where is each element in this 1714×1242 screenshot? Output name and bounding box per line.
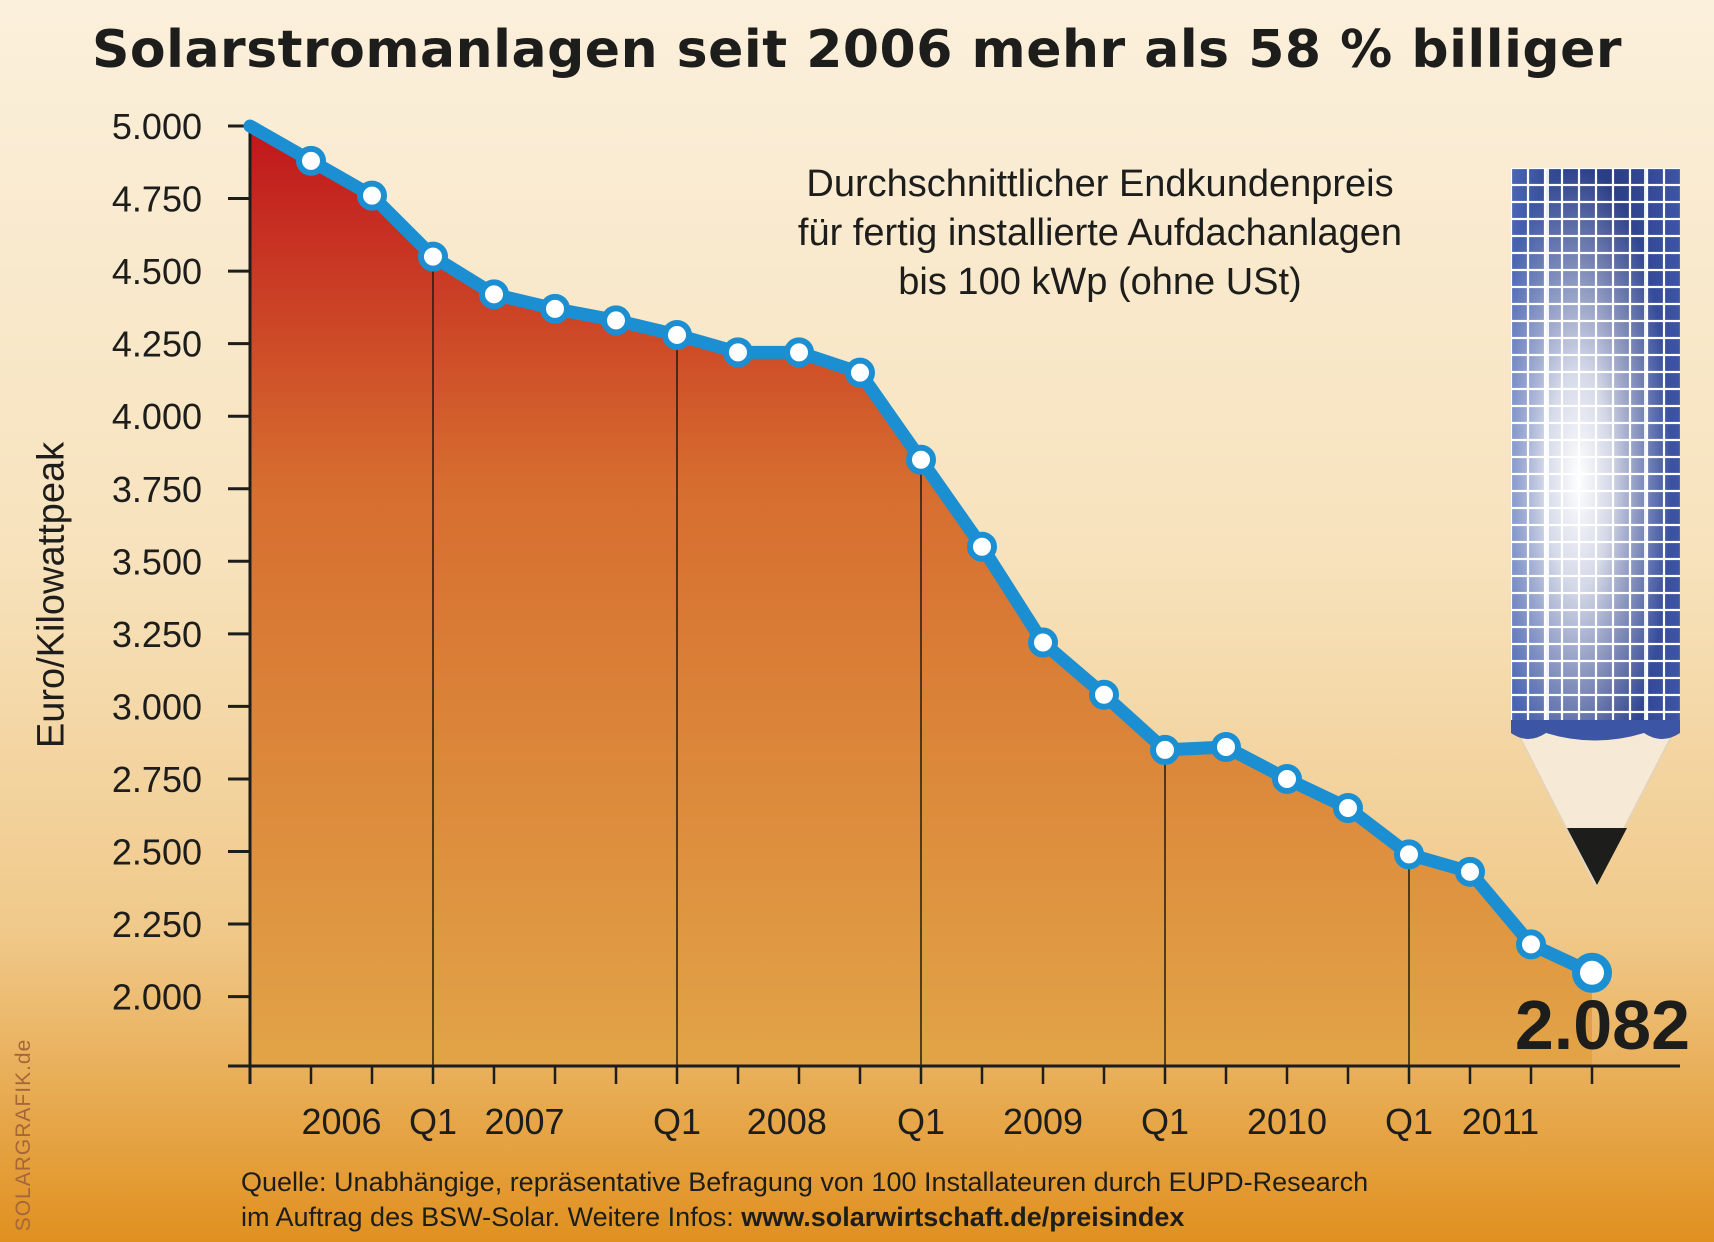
data-point — [296, 145, 326, 176]
chart-subtitle: Durchschnittlicher Endkundenpreis für fe… — [700, 160, 1500, 307]
data-point — [784, 337, 814, 368]
data-point — [906, 444, 936, 475]
quarter-markers — [432, 256, 1410, 1066]
x-tick-label: 2010 — [1247, 1101, 1327, 1142]
x-tick-label: Q1 — [1385, 1101, 1433, 1142]
data-point — [1394, 839, 1424, 870]
source-line-1: Quelle: Unabhängige, repräsentative Befr… — [241, 1167, 1369, 1197]
subtitle-line: bis 100 kWp (ohne USt) — [898, 261, 1302, 303]
data-point — [1572, 952, 1612, 993]
source-url: www.solarwirtschaft.de/preisindex — [741, 1202, 1185, 1232]
solar-panel-pencil-icon — [1509, 168, 1682, 888]
y-tick-label: 4.750 — [112, 179, 202, 220]
subtitle-line: für fertig installierte Aufdachanlagen — [797, 212, 1403, 254]
data-point — [1089, 679, 1119, 710]
data-point — [418, 241, 448, 272]
y-tick-label: 2.750 — [112, 759, 202, 800]
x-tick-label: Q1 — [653, 1101, 701, 1142]
credit-label: SOLARGRAFIK.de — [12, 1038, 35, 1232]
data-point — [1333, 792, 1363, 823]
y-tick-label: 5.000 — [112, 106, 202, 147]
x-tick-label: 2011 — [1462, 1101, 1539, 1142]
subtitle-line: Durchschnittlicher Endkundenpreis — [806, 163, 1394, 205]
x-tick-label: Q1 — [409, 1101, 457, 1142]
data-point — [1455, 856, 1485, 887]
data-point — [1150, 734, 1180, 765]
y-tick-label: 3.750 — [112, 469, 202, 510]
source-line-2: im Auftrag des BSW-Solar. Weitere Infos:… — [241, 1200, 1368, 1235]
x-axis-labels: 2006 Q1 2007 Q1 2008 Q1 2009 Q1 2010 Q1 2011 — [301, 1101, 1539, 1142]
y-tick-label: 4.500 — [112, 251, 202, 292]
data-point — [1211, 732, 1241, 763]
data-point — [723, 337, 753, 368]
data-point — [1272, 763, 1302, 794]
last-value-label: 2.082 — [1514, 986, 1690, 1064]
series-points — [296, 145, 1612, 993]
data-point — [1516, 929, 1546, 960]
y-tick-label: 3.000 — [112, 686, 202, 727]
data-point — [479, 279, 509, 310]
y-tick-label: 2.000 — [112, 977, 202, 1018]
y-axis-label: Euro/Kilowattpeak — [30, 441, 73, 749]
source-line-2-text: im Auftrag des BSW-Solar. Weitere Infos: — [241, 1202, 742, 1232]
y-tick-label: 3.250 — [112, 614, 202, 655]
x-tick-label: 2007 — [484, 1101, 564, 1142]
chart-title: Solarstromanlagen seit 2006 mehr als 58 … — [91, 20, 1623, 80]
data-point — [1028, 627, 1058, 658]
y-tick-label: 4.250 — [112, 324, 202, 365]
data-point — [967, 531, 997, 562]
y-tick-label: 2.250 — [112, 904, 202, 945]
y-tick-label: 2.500 — [112, 832, 202, 873]
source-note: Quelle: Unabhängige, repräsentative Befr… — [241, 1165, 1368, 1235]
data-point — [601, 305, 631, 336]
x-tick-label: 2006 — [301, 1101, 381, 1142]
y-axis-ticks: 5.000 4.750 4.500 4.250 4.000 3.750 3.500 3.250… — [112, 106, 250, 1018]
data-point — [845, 357, 875, 388]
data-point — [540, 293, 570, 324]
y-tick-label: 3.500 — [112, 541, 202, 582]
y-tick-label: 4.000 — [112, 396, 202, 437]
x-tick-label: 2008 — [747, 1101, 827, 1142]
x-tick-label: 2009 — [1003, 1101, 1083, 1142]
data-point — [357, 180, 387, 211]
x-tick-label: Q1 — [897, 1101, 945, 1142]
x-tick-label: Q1 — [1141, 1101, 1189, 1142]
data-point — [662, 319, 692, 350]
